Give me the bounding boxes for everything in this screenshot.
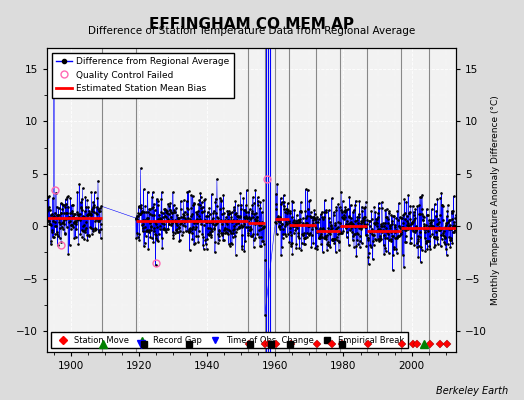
- Y-axis label: Monthly Temperature Anomaly Difference (°C): Monthly Temperature Anomaly Difference (…: [491, 95, 500, 305]
- Title: EFFINGHAM CO MEM AP: EFFINGHAM CO MEM AP: [149, 16, 354, 32]
- Legend: Station Move, Record Gap, Time of Obs. Change, Empirical Break: Station Move, Record Gap, Time of Obs. C…: [51, 332, 408, 348]
- Text: Difference of Station Temperature Data from Regional Average: Difference of Station Temperature Data f…: [88, 26, 415, 36]
- Text: Berkeley Earth: Berkeley Earth: [436, 386, 508, 396]
